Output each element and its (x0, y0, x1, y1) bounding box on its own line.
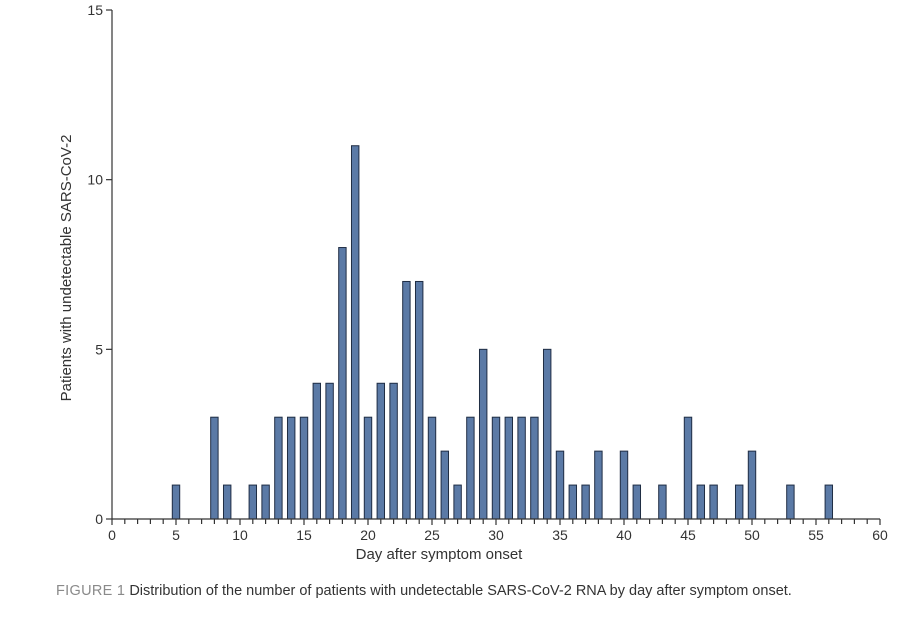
y-tick-label-5: 5 (95, 341, 103, 357)
bar-day-5 (171, 484, 181, 520)
bar-day-56 (824, 484, 834, 520)
y-tick-label-15: 15 (87, 2, 103, 18)
bar-day-19 (350, 145, 360, 520)
x-tick-label-45: 45 (680, 527, 696, 543)
bar-day-14 (286, 416, 296, 520)
y-tick-label-0: 0 (95, 511, 103, 527)
bar-day-22 (389, 382, 398, 520)
bar-day-33 (530, 416, 539, 520)
bar-day-41 (632, 484, 642, 520)
bar-day-30 (491, 416, 501, 520)
x-tick-label-55: 55 (808, 527, 824, 543)
bar-day-32 (517, 416, 526, 520)
x-tick-label-50: 50 (744, 527, 760, 543)
bar-day-8 (210, 416, 219, 520)
bar-day-49 (734, 484, 744, 520)
y-axis-title: Patients with undetectable SARS-CoV-2 (58, 135, 75, 402)
bar-day-15 (299, 416, 309, 520)
bar-day-35 (555, 450, 565, 520)
bar-day-47 (709, 484, 718, 520)
x-axis-title: Day after symptom onset (356, 546, 524, 563)
x-tick-label-25: 25 (424, 527, 440, 543)
bar-day-40 (619, 450, 629, 520)
x-axis: 0 5 10 15 20 25 30 35 40 45 50 55 60 (108, 518, 888, 543)
bar-day-18 (338, 247, 347, 520)
figure-caption: FIGURE 1 Distribution of the number of p… (56, 582, 901, 601)
bar-day-13 (274, 416, 283, 520)
x-tick-label-10: 10 (232, 527, 248, 543)
bar-day-36 (568, 484, 578, 520)
caption-text: Distribution of the number of patients w… (129, 583, 792, 599)
bar-day-23 (402, 280, 411, 520)
x-tick-label-15: 15 (296, 527, 312, 543)
bar-day-24 (414, 280, 424, 520)
bar-day-20 (363, 416, 373, 520)
bar-day-16 (312, 382, 322, 520)
bar-day-21 (376, 382, 386, 520)
x-tick-label-5: 5 (172, 527, 180, 543)
bar-chart: 0 5 10 15 20 25 30 35 40 45 50 55 60 0 5 10 15 Day afte… (58, 2, 888, 563)
bar-day-28 (466, 416, 475, 520)
bar-day-34 (542, 348, 552, 520)
x-tick-label-60: 60 (872, 527, 888, 543)
bar-day-27 (453, 484, 462, 520)
bar-day-25 (427, 416, 437, 520)
bar-day-43 (658, 484, 667, 520)
bar-day-31 (504, 416, 514, 520)
x-tick-label-30: 30 (488, 527, 504, 543)
bar-day-45 (683, 416, 693, 520)
x-tick-label-40: 40 (616, 527, 632, 543)
x-tick-label-20: 20 (360, 527, 376, 543)
bar-day-12 (261, 484, 270, 520)
bar-day-46 (696, 484, 706, 520)
bar-day-26 (440, 450, 450, 520)
bar-day-11 (248, 484, 258, 520)
bar-day-37 (581, 484, 590, 520)
x-tick-label-35: 35 (552, 527, 568, 543)
bars-group (171, 145, 834, 520)
bar-day-50 (747, 450, 757, 520)
bar-day-9 (222, 484, 232, 520)
figure-label: FIGURE 1 (56, 583, 126, 599)
bar-day-53 (786, 484, 795, 520)
bar-day-38 (594, 450, 603, 520)
y-axis: 0 5 10 15 (87, 2, 113, 527)
bar-day-17 (325, 382, 334, 520)
bar-day-29 (478, 348, 488, 520)
y-tick-label-10: 10 (87, 172, 103, 188)
x-tick-label-0: 0 (108, 527, 116, 543)
